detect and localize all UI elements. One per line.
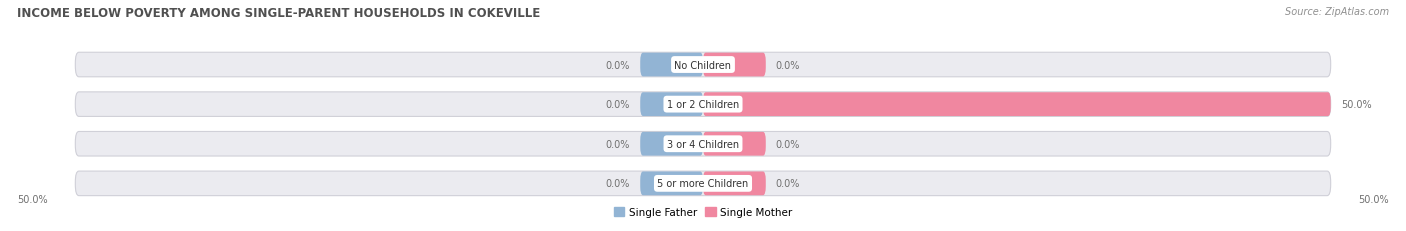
FancyBboxPatch shape [703, 53, 766, 77]
Text: 0.0%: 0.0% [606, 179, 630, 188]
FancyBboxPatch shape [640, 172, 703, 195]
Text: 0.0%: 0.0% [606, 100, 630, 110]
Text: Source: ZipAtlas.com: Source: ZipAtlas.com [1285, 7, 1389, 17]
Text: 0.0%: 0.0% [776, 60, 800, 70]
Text: 50.0%: 50.0% [1358, 194, 1389, 204]
Text: 50.0%: 50.0% [17, 194, 48, 204]
FancyBboxPatch shape [76, 132, 1330, 156]
FancyBboxPatch shape [76, 171, 1330, 196]
FancyBboxPatch shape [640, 53, 703, 77]
Text: No Children: No Children [675, 60, 731, 70]
Text: INCOME BELOW POVERTY AMONG SINGLE-PARENT HOUSEHOLDS IN COKEVILLE: INCOME BELOW POVERTY AMONG SINGLE-PARENT… [17, 7, 540, 20]
FancyBboxPatch shape [640, 132, 703, 156]
Text: 3 or 4 Children: 3 or 4 Children [666, 139, 740, 149]
FancyBboxPatch shape [703, 93, 1330, 116]
Text: 5 or more Children: 5 or more Children [658, 179, 748, 188]
Text: 0.0%: 0.0% [606, 139, 630, 149]
Text: 0.0%: 0.0% [776, 179, 800, 188]
Legend: Single Father, Single Mother: Single Father, Single Mother [610, 203, 796, 221]
FancyBboxPatch shape [703, 132, 766, 156]
FancyBboxPatch shape [640, 93, 703, 116]
FancyBboxPatch shape [703, 172, 766, 195]
Text: 0.0%: 0.0% [776, 139, 800, 149]
Text: 0.0%: 0.0% [606, 60, 630, 70]
Text: 1 or 2 Children: 1 or 2 Children [666, 100, 740, 110]
Text: 50.0%: 50.0% [1341, 100, 1371, 110]
FancyBboxPatch shape [76, 53, 1330, 77]
FancyBboxPatch shape [76, 92, 1330, 117]
